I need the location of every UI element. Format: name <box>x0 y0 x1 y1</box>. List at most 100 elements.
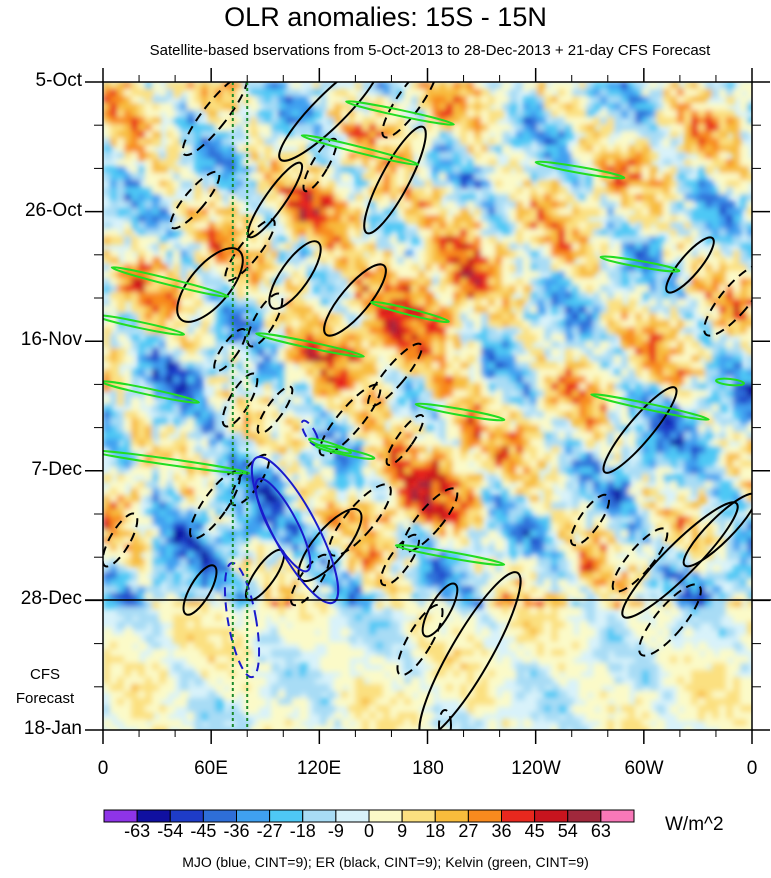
anomaly-cell <box>194 257 203 266</box>
anomaly-cell <box>355 194 364 203</box>
anomaly-cell <box>355 292 364 301</box>
anomaly-cell <box>257 439 266 448</box>
anomaly-cell <box>488 516 497 525</box>
anomaly-cell <box>432 145 441 154</box>
anomaly-cell <box>432 299 441 308</box>
anomaly-cell <box>551 180 560 189</box>
anomaly-cell <box>418 516 427 525</box>
anomaly-cell <box>201 145 210 154</box>
anomaly-cell <box>411 110 420 119</box>
anomaly-cell <box>579 89 588 98</box>
anomaly-cell <box>516 516 525 525</box>
anomaly-cell <box>425 523 434 532</box>
anomaly-cell <box>327 425 336 434</box>
anomaly-cell <box>705 89 714 98</box>
anomaly-cell <box>495 173 504 182</box>
anomaly-cell <box>103 502 112 511</box>
anomaly-cell <box>677 355 686 364</box>
anomaly-cell <box>425 425 434 434</box>
anomaly-cell <box>124 341 133 350</box>
anomaly-cell <box>131 313 140 322</box>
anomaly-cell <box>222 250 231 259</box>
anomaly-cell <box>418 404 427 413</box>
anomaly-cell <box>460 418 469 427</box>
anomaly-cell <box>285 173 294 182</box>
anomaly-cell <box>334 306 343 315</box>
anomaly-cell <box>446 131 455 140</box>
anomaly-cell <box>663 397 672 406</box>
anomaly-cell <box>124 117 133 126</box>
anomaly-cell <box>460 376 469 385</box>
anomaly-cell <box>320 222 329 231</box>
anomaly-cell <box>495 453 504 462</box>
anomaly-cell <box>502 502 511 511</box>
anomaly-cell <box>530 110 539 119</box>
anomaly-cell <box>215 117 224 126</box>
anomaly-cell <box>600 292 609 301</box>
anomaly-cell <box>215 264 224 273</box>
anomaly-cell <box>159 348 168 357</box>
anomaly-cell <box>173 152 182 161</box>
anomaly-cell <box>572 495 581 504</box>
anomaly-cell <box>418 348 427 357</box>
anomaly-cell <box>166 516 175 525</box>
anomaly-cell <box>670 369 679 378</box>
anomaly-cell <box>698 103 707 112</box>
anomaly-cell <box>572 187 581 196</box>
anomaly-cell <box>523 229 532 238</box>
anomaly-cell <box>166 159 175 168</box>
anomaly-cell <box>264 103 273 112</box>
anomaly-cell <box>313 82 322 91</box>
anomaly-cell <box>614 383 623 392</box>
anomaly-cell <box>110 418 119 427</box>
anomaly-cell <box>537 390 546 399</box>
anomaly-cell <box>691 103 700 112</box>
anomaly-cell <box>418 439 427 448</box>
anomaly-cell <box>250 131 259 140</box>
anomaly-cell <box>453 397 462 406</box>
anomaly-cell <box>320 425 329 434</box>
anomaly-cell <box>166 299 175 308</box>
anomaly-cell <box>278 495 287 504</box>
anomaly-cell <box>572 124 581 133</box>
anomaly-cell <box>586 110 595 119</box>
anomaly-cell <box>523 313 532 322</box>
anomaly-cell <box>481 152 490 161</box>
anomaly-cell <box>502 516 511 525</box>
anomaly-cell <box>341 355 350 364</box>
anomaly-cell <box>376 425 385 434</box>
anomaly-cell <box>341 446 350 455</box>
anomaly-cell <box>376 145 385 154</box>
anomaly-cell <box>586 439 595 448</box>
anomaly-cell <box>173 341 182 350</box>
anomaly-cell <box>285 390 294 399</box>
anomaly-cell <box>558 411 567 420</box>
anomaly-cell <box>656 110 665 119</box>
anomaly-cell <box>369 446 378 455</box>
anomaly-cell <box>313 173 322 182</box>
anomaly-cell <box>649 229 658 238</box>
anomaly-cell <box>145 229 154 238</box>
anomaly-cell <box>103 523 112 532</box>
anomaly-cell <box>572 292 581 301</box>
anomaly-cell <box>481 257 490 266</box>
anomaly-cell <box>544 187 553 196</box>
anomaly-cell <box>369 425 378 434</box>
anomaly-cell <box>103 425 112 434</box>
anomaly-cell <box>572 411 581 420</box>
anomaly-cell <box>600 320 609 329</box>
anomaly-cell <box>481 229 490 238</box>
anomaly-cell <box>474 138 483 147</box>
anomaly-cell <box>103 432 112 441</box>
anomaly-cell <box>628 439 637 448</box>
anomaly-cell <box>152 96 161 105</box>
anomaly-cell <box>446 411 455 420</box>
anomaly-cell <box>418 397 427 406</box>
anomaly-cell <box>299 355 308 364</box>
anomaly-cell <box>509 103 518 112</box>
anomaly-cell <box>376 397 385 406</box>
anomaly-cell <box>306 362 315 371</box>
anomaly-cell <box>691 502 700 511</box>
anomaly-cell <box>271 236 280 245</box>
anomaly-cell <box>467 103 476 112</box>
